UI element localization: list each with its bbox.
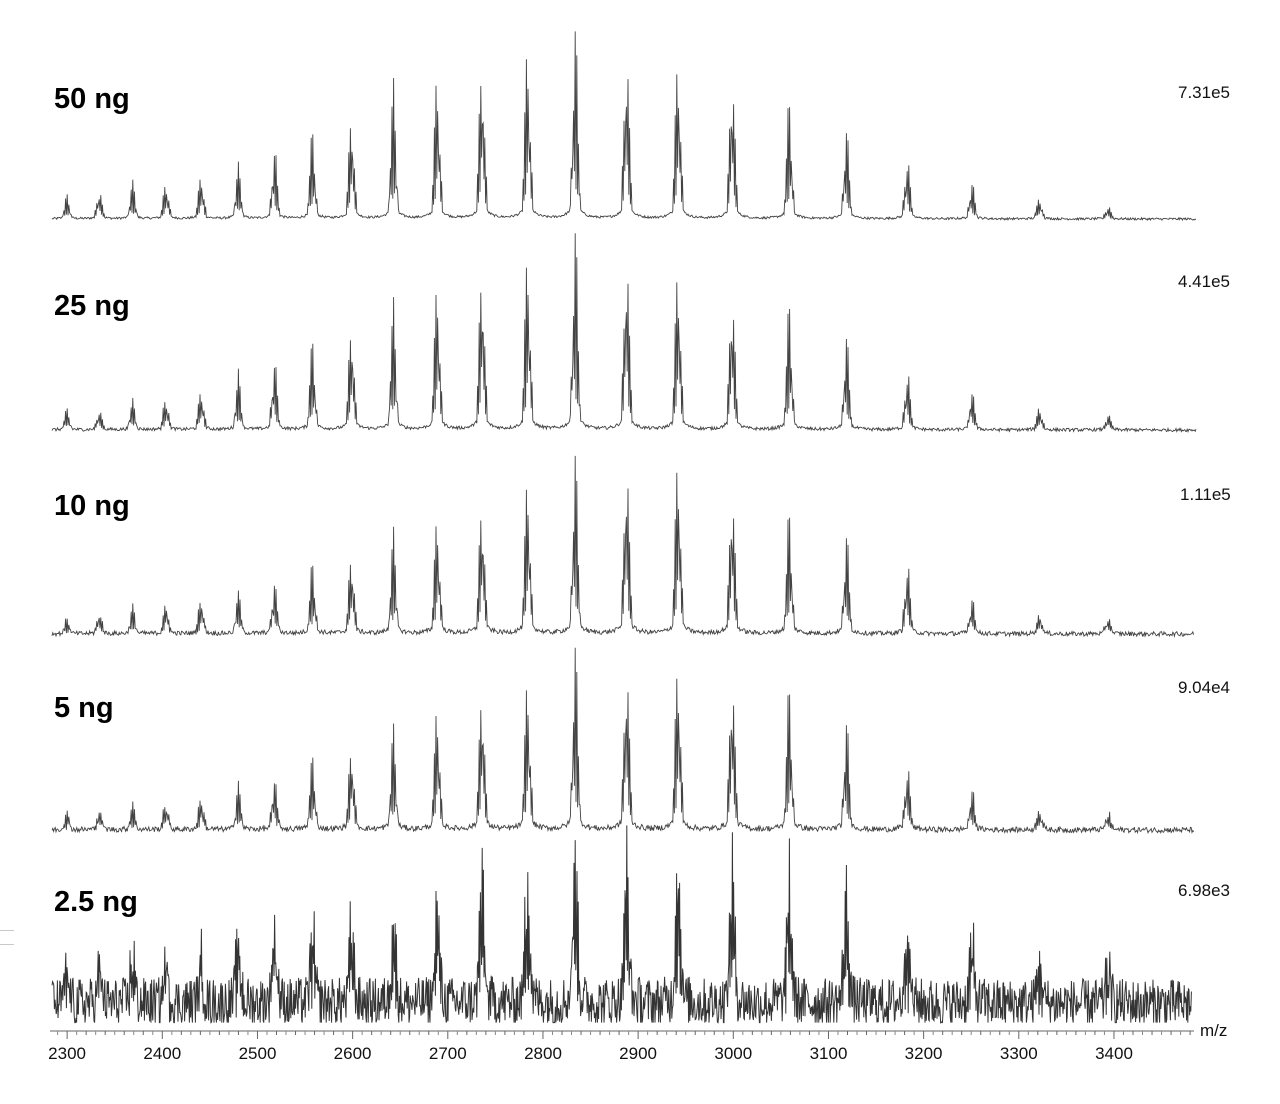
spectra-traces bbox=[51, 31, 1197, 1025]
spectrum-trace bbox=[51, 233, 1197, 433]
intensity-scale-25ng: 4.41e5 bbox=[1178, 272, 1230, 291]
tick-label: 3000 bbox=[714, 1044, 753, 1063]
intensity-scale-10ng: 1.11e5 bbox=[1180, 485, 1231, 504]
tick-label: 2400 bbox=[143, 1044, 182, 1063]
intensity-scale-2-5ng: 6.98e3 bbox=[1178, 881, 1230, 900]
intensity-scale-50ng: 7.31e5 bbox=[1178, 83, 1230, 102]
intensity-scale-5ng: 9.04e4 bbox=[1178, 678, 1230, 697]
tick-label: 2300 bbox=[48, 1044, 87, 1063]
spectrum-trace bbox=[51, 455, 1195, 638]
tick-label: 3400 bbox=[1095, 1044, 1133, 1063]
x-axis-unit-label: m/z bbox=[1200, 1021, 1228, 1040]
tick-label: 2900 bbox=[619, 1044, 658, 1063]
stray-mark bbox=[0, 944, 14, 945]
tick-label: 2700 bbox=[428, 1044, 467, 1063]
x-axis bbox=[50, 1030, 1194, 1039]
panel-label-2-5ng: 2.5 ng bbox=[54, 886, 138, 918]
panel-label-5ng: 5 ng bbox=[54, 692, 114, 724]
spectrum-trace bbox=[51, 31, 1197, 222]
stray-mark bbox=[0, 930, 14, 931]
tick-label: 2800 bbox=[524, 1044, 562, 1063]
spectrum-trace bbox=[51, 825, 1192, 1025]
tick-label: 2600 bbox=[333, 1044, 372, 1063]
panel-label-25ng: 25 ng bbox=[54, 290, 130, 322]
tick-label: 3200 bbox=[904, 1044, 943, 1063]
panel-label-50ng: 50 ng bbox=[54, 83, 130, 115]
panel-label-10ng: 10 ng bbox=[54, 490, 130, 522]
tick-label: 3300 bbox=[999, 1044, 1038, 1063]
tick-label: 2500 bbox=[238, 1044, 277, 1063]
spectrum-trace bbox=[51, 647, 1194, 835]
tick-label: 3100 bbox=[809, 1044, 848, 1063]
